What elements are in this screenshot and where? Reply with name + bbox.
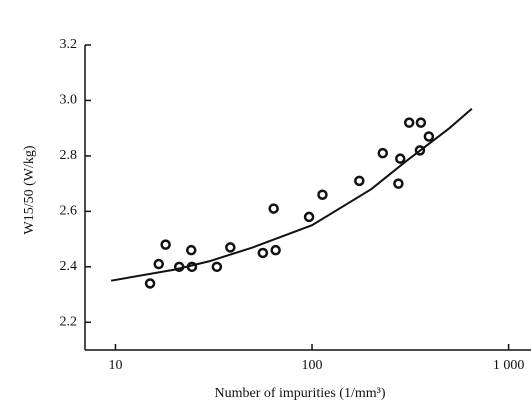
data-point bbox=[394, 153, 406, 164]
data-point bbox=[211, 261, 223, 273]
y-tick-label: 2.2 bbox=[60, 314, 78, 329]
data-point bbox=[257, 247, 269, 259]
data-point bbox=[268, 203, 279, 214]
x-tick-label: 10 bbox=[108, 358, 122, 373]
fit-curve bbox=[110, 108, 473, 282]
x-tick-label: 1 000 bbox=[493, 358, 525, 373]
data-point bbox=[225, 242, 236, 253]
y-tick-label: 2.4 bbox=[60, 259, 78, 274]
data-point bbox=[377, 147, 389, 159]
y-tick-label: 3.0 bbox=[60, 93, 78, 108]
data-point bbox=[423, 131, 435, 142]
x-axis-label: Number of impurities (1/mm³) bbox=[214, 386, 385, 401]
y-tick-label: 2.8 bbox=[60, 148, 78, 163]
data-point bbox=[403, 117, 415, 128]
data-point bbox=[393, 178, 404, 189]
data-point bbox=[160, 239, 171, 250]
data-point bbox=[415, 117, 427, 128]
x-tick-label: 100 bbox=[302, 358, 323, 373]
data-point bbox=[186, 244, 197, 256]
data-point bbox=[153, 258, 164, 270]
data-point bbox=[270, 244, 281, 256]
data-point bbox=[144, 278, 156, 289]
data-point bbox=[317, 189, 328, 200]
data-point bbox=[354, 175, 365, 187]
y-tick-label: 3.2 bbox=[60, 37, 78, 52]
data-point bbox=[303, 211, 315, 223]
y-axis-label: W15/50 (W/kg) bbox=[22, 145, 37, 234]
y-tick-label: 2.6 bbox=[60, 204, 78, 219]
